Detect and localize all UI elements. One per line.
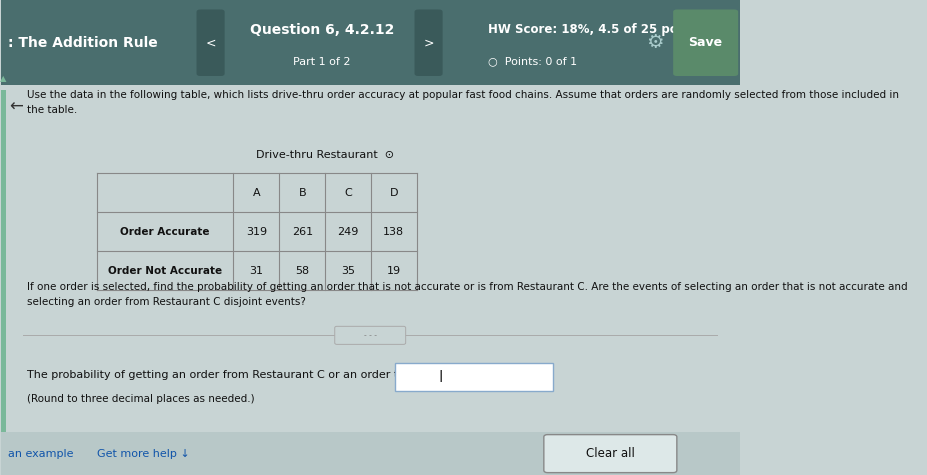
- Text: Clear all: Clear all: [586, 447, 635, 460]
- Text: C: C: [344, 188, 352, 198]
- Text: Get more help ↓: Get more help ↓: [96, 448, 189, 459]
- FancyBboxPatch shape: [395, 363, 552, 391]
- Text: 35: 35: [341, 266, 355, 276]
- FancyBboxPatch shape: [673, 10, 738, 76]
- Text: D: D: [389, 188, 398, 198]
- Text: an example: an example: [8, 448, 73, 459]
- Text: (Round to three decimal places as needed.): (Round to three decimal places as needed…: [27, 394, 254, 404]
- Text: : The Addition Rule: : The Addition Rule: [8, 36, 158, 50]
- Text: >: >: [424, 36, 434, 49]
- Text: Question 6, 4.2.12: Question 6, 4.2.12: [250, 23, 394, 37]
- FancyBboxPatch shape: [197, 10, 224, 76]
- Text: 249: 249: [337, 227, 359, 237]
- FancyBboxPatch shape: [335, 326, 406, 344]
- Text: Use the data in the following table, which lists drive-thru order accuracy at po: Use the data in the following table, whi…: [27, 90, 898, 114]
- FancyBboxPatch shape: [544, 435, 677, 473]
- Text: Part 1 of 2: Part 1 of 2: [294, 57, 351, 66]
- Text: A: A: [252, 188, 260, 198]
- Text: ▲: ▲: [0, 74, 6, 83]
- Text: Drive-thru Restaurant  ⊙: Drive-thru Restaurant ⊙: [256, 150, 394, 161]
- FancyBboxPatch shape: [414, 10, 442, 76]
- Text: 138: 138: [383, 227, 404, 237]
- Text: ←: ←: [9, 98, 23, 116]
- Text: I: I: [438, 370, 443, 385]
- Text: 319: 319: [246, 227, 267, 237]
- Text: <: <: [206, 36, 216, 49]
- Text: If one order is selected, find the probability of getting an order that is not a: If one order is selected, find the proba…: [27, 282, 908, 307]
- Text: ⚙: ⚙: [646, 33, 664, 52]
- Text: The probability of getting an order from Restaurant C or an order that is not ac: The probability of getting an order from…: [27, 370, 515, 380]
- Text: B: B: [298, 188, 306, 198]
- Text: Save: Save: [689, 36, 723, 49]
- Text: ○  Points: 0 of 1: ○ Points: 0 of 1: [489, 57, 578, 66]
- Text: - - -: - - -: [363, 331, 376, 340]
- Text: Order Not Accurate: Order Not Accurate: [108, 266, 222, 276]
- FancyBboxPatch shape: [1, 432, 740, 475]
- FancyBboxPatch shape: [1, 0, 740, 86]
- Text: HW Score: 18%, 4.5 of 25 points: HW Score: 18%, 4.5 of 25 points: [489, 23, 704, 37]
- Text: 261: 261: [292, 227, 312, 237]
- Text: 31: 31: [249, 266, 263, 276]
- Text: 58: 58: [295, 266, 310, 276]
- FancyBboxPatch shape: [1, 90, 6, 432]
- Text: Order Accurate: Order Accurate: [121, 227, 210, 237]
- Text: 19: 19: [387, 266, 400, 276]
